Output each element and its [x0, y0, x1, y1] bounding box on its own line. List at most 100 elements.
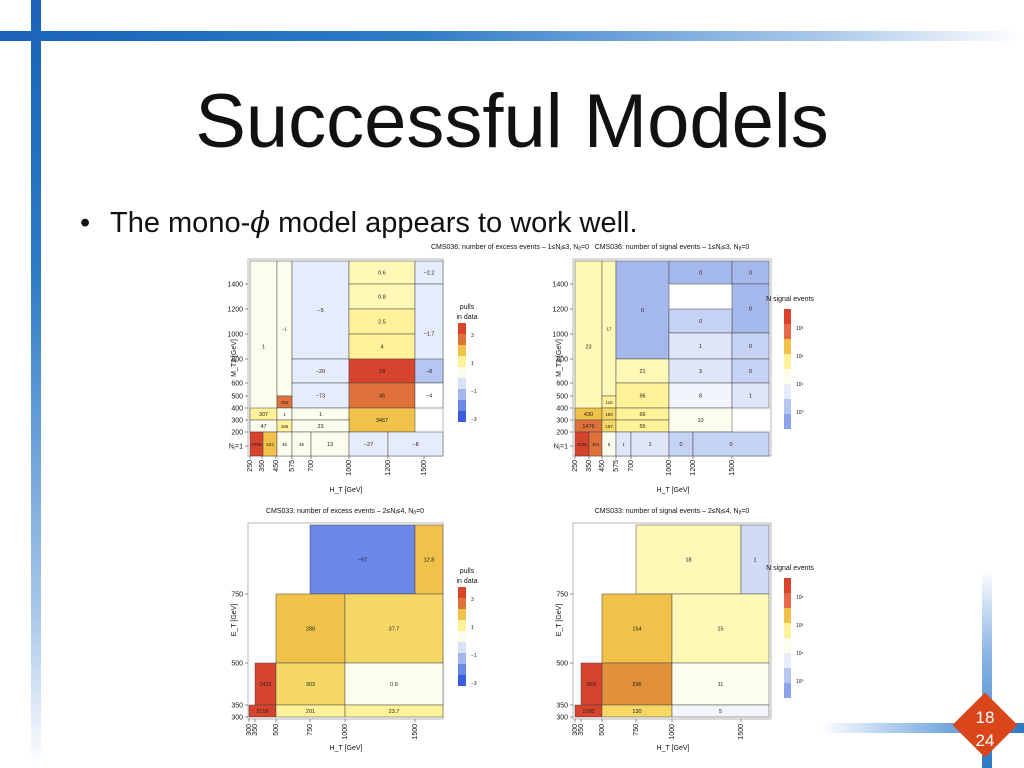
cell-label: 0 — [729, 442, 732, 448]
legend-title: in data — [456, 578, 477, 585]
heatmap-cell — [387, 431, 444, 457]
heatmap-cell — [414, 524, 444, 595]
cell-label: 66 — [639, 412, 645, 418]
legend-swatch — [458, 664, 466, 675]
legend-swatch — [784, 339, 791, 354]
x-tick-label: 250 — [572, 460, 579, 472]
legend-swatch — [784, 668, 791, 683]
cell-label: 303 — [306, 682, 315, 688]
y-tick-label: 600 — [231, 381, 243, 388]
legend-label: 1 — [471, 625, 474, 631]
cell-label: 186 — [281, 424, 289, 429]
x-tick-label: 575 — [613, 460, 620, 472]
cell-label: 12.8 — [424, 558, 435, 564]
heatmap-cell — [291, 358, 350, 384]
x-axis-label: H_T [GeV] — [330, 487, 363, 494]
y-tick-label: 350 — [556, 703, 568, 710]
legend-label: 10¹ — [796, 382, 804, 388]
y-tick-label: 300 — [231, 418, 243, 425]
heatmap-cell — [731, 358, 770, 384]
x-tick-label: 350 — [259, 460, 266, 472]
bullet-text-pre: The mono- — [110, 207, 251, 239]
cell-label: −5 — [317, 308, 323, 314]
x-tick-label: 1000 — [669, 724, 676, 740]
y-tick-label: 800 — [556, 357, 568, 364]
cell-label: −1 — [282, 327, 288, 332]
cell-label: 201 — [306, 709, 315, 715]
cell-label: 116 — [605, 400, 613, 405]
cell-label: 1476 — [582, 424, 594, 430]
heatmap-cell — [630, 431, 670, 457]
legend-title: in data — [456, 314, 477, 321]
y-tick-label: 1200 — [227, 307, 243, 314]
heatmap-cell — [310, 431, 350, 457]
y-tick-label: 500 — [231, 661, 243, 668]
legend-swatch — [458, 609, 466, 620]
cell-label: 18 — [685, 558, 691, 564]
cell-label: 3 — [699, 369, 702, 375]
legend-label: −3 — [471, 681, 477, 687]
legend-title: pulls — [460, 568, 475, 575]
cell-label: 154 — [632, 627, 641, 633]
x-tick-label: 1000 — [346, 460, 353, 476]
x-tick-label: 700 — [628, 460, 635, 472]
legend-label: 10² — [796, 623, 804, 629]
y-tick-label: 750 — [556, 592, 568, 599]
cell-label: 1 — [283, 412, 286, 417]
legend-swatch — [784, 638, 791, 653]
cell-label: 24 — [379, 369, 385, 375]
cell-label: 0 — [679, 442, 682, 448]
cell-label: 4 — [380, 345, 383, 351]
legend-swatch — [458, 587, 466, 598]
cell-label: −4 — [426, 394, 432, 400]
bullet-text-post: model appears to work well. — [270, 207, 638, 239]
phi-symbol: ϕ — [250, 205, 271, 239]
cell-label: 23 — [317, 424, 323, 430]
heatmap-cell — [671, 593, 770, 664]
y-tick-label: 300 — [231, 715, 243, 722]
heatmap-cell — [348, 358, 416, 384]
cell-label: −8 — [412, 442, 418, 448]
y-tick-label: 1000 — [552, 332, 568, 339]
heatmap-cell — [275, 593, 346, 664]
x-tick-label: 575 — [289, 460, 296, 472]
y-axis-label: E_T [GeV] — [231, 604, 238, 637]
y-tick-label: 1400 — [552, 282, 568, 289]
legend-swatch — [784, 578, 791, 593]
heatmap-cell — [414, 382, 444, 409]
cell-label: 46 — [282, 442, 288, 447]
y-axis-label: E_T [GeV] — [556, 604, 563, 637]
cell-label: 1 — [753, 558, 756, 564]
y-tick-label: 600 — [556, 381, 568, 388]
cell-label: 6 — [608, 442, 611, 447]
cell-label: 5 — [719, 709, 722, 715]
cell-label: 953 — [587, 682, 596, 688]
cell-label: 0 — [699, 319, 702, 325]
x-tick-label: 450 — [599, 460, 606, 472]
chart-title: CMS036: number of signal events – 1≤Nⱼ≤3… — [595, 244, 750, 251]
heatmap-cell — [348, 333, 416, 360]
x-tick-label: 1000 — [666, 460, 673, 476]
cell-label: 13 — [327, 442, 333, 448]
cell-label: 288 — [306, 627, 315, 633]
cell-label: 47 — [260, 424, 266, 430]
legend-swatch — [458, 653, 466, 664]
cell-label: −1.7 — [424, 332, 435, 338]
cell-label: 1 — [648, 442, 651, 448]
legend-swatch — [458, 323, 466, 334]
y-tick-label: 200 — [231, 430, 243, 437]
legend-swatch — [458, 356, 466, 367]
y-tick-label: 500 — [231, 394, 243, 401]
legend-label: 10⁰ — [796, 679, 804, 685]
legend-swatch — [458, 389, 466, 400]
legend-swatch — [458, 378, 466, 389]
cell-label: 0 — [749, 271, 752, 277]
heatmap-cell — [249, 260, 278, 433]
legend-label: 10⁰ — [796, 410, 804, 416]
legend-swatch — [458, 675, 466, 686]
heatmap-cell — [671, 704, 770, 718]
x-tick-label: 250 — [247, 460, 254, 472]
y-tick-label: Nⱼ=1 — [229, 444, 243, 451]
heatmap-cell — [275, 662, 346, 706]
